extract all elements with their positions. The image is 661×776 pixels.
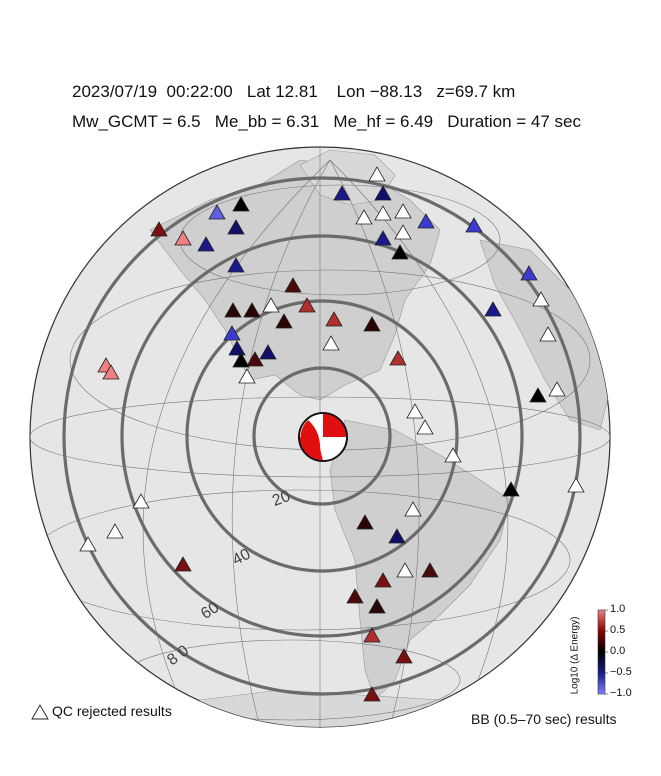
station-triangle xyxy=(227,219,245,235)
station-triangle xyxy=(174,556,192,572)
station-triangle xyxy=(259,344,277,360)
colorbar xyxy=(597,609,606,695)
colorbar-tick: 1.0 xyxy=(610,603,626,615)
station-triangle xyxy=(355,209,373,225)
station-triangle xyxy=(396,562,414,578)
station-triangle xyxy=(394,203,412,219)
station-triangle xyxy=(238,368,256,384)
station-triangle xyxy=(389,350,407,366)
ring-label-60: 60 xyxy=(198,599,222,623)
bb-results-label: BB (0.5–70 sec) results xyxy=(471,711,617,727)
station-triangle xyxy=(333,185,351,201)
station-triangle xyxy=(298,297,316,313)
station-triangle xyxy=(228,340,246,356)
station-triangle xyxy=(502,481,520,497)
station-triangle xyxy=(132,493,150,509)
ring-60 xyxy=(120,234,524,638)
station-triangle xyxy=(374,230,392,246)
station-triangle xyxy=(106,523,124,539)
station-triangle xyxy=(374,572,392,588)
distance-rings xyxy=(62,176,582,696)
station-triangle xyxy=(174,230,192,246)
station-triangle xyxy=(368,598,386,614)
station-triangle xyxy=(262,297,280,313)
station-triangle xyxy=(529,387,547,403)
station-triangle xyxy=(363,627,381,643)
station-triangle xyxy=(232,196,250,212)
colorbar-tick: −1.0 xyxy=(610,687,632,699)
station-triangle xyxy=(223,325,241,341)
station-triangle xyxy=(102,364,120,380)
qc-legend-triangle-icon xyxy=(31,704,49,720)
station-triangle xyxy=(416,419,434,435)
station-triangle xyxy=(363,686,381,702)
station-triangle xyxy=(548,381,566,397)
station-triangle xyxy=(284,277,302,293)
ring-80 xyxy=(62,176,582,696)
station-triangle xyxy=(356,514,374,530)
station-triangle xyxy=(246,351,264,367)
ring-40 xyxy=(185,299,459,573)
station-triangle xyxy=(363,316,381,332)
station-triangle xyxy=(421,562,439,578)
station-triangle xyxy=(539,326,557,342)
colorbar-tick: −0.5 xyxy=(610,666,632,678)
station-triangle xyxy=(391,244,409,260)
station-triangle xyxy=(444,447,462,463)
station-triangle xyxy=(275,313,293,329)
station-triangle xyxy=(374,185,392,201)
station-triangle xyxy=(388,528,406,544)
station-triangle xyxy=(465,217,483,233)
station-triangle xyxy=(394,224,412,240)
station-triangle xyxy=(368,166,386,182)
station-triangle xyxy=(532,291,550,307)
station-triangle xyxy=(232,352,250,368)
station-triangle xyxy=(325,311,343,327)
station-triangle xyxy=(404,501,422,517)
station-triangle xyxy=(197,236,215,252)
station-triangle xyxy=(243,302,261,318)
colorbar-tick: 0.0 xyxy=(610,645,626,657)
station-triangle xyxy=(227,257,245,273)
station-triangle xyxy=(395,648,413,664)
ring-label-40: 40 xyxy=(230,546,254,569)
station-triangle xyxy=(417,213,435,229)
station-triangle xyxy=(322,335,340,351)
station-triangle xyxy=(406,403,424,419)
station-triangle xyxy=(374,205,392,221)
station-triangle xyxy=(150,221,168,237)
station-triangle xyxy=(346,588,364,604)
colorbar-tick: 0.5 xyxy=(610,624,626,636)
colorbar-title: Log10 (Δ Energy) xyxy=(569,616,581,695)
station-triangle xyxy=(208,204,226,220)
station-triangle xyxy=(567,477,585,493)
station-triangle xyxy=(484,301,502,317)
beachball-focal-mechanism xyxy=(298,412,348,462)
station-triangle xyxy=(79,536,97,552)
ring-label-20: 20 xyxy=(270,488,293,510)
qc-legend-label: QC rejected results xyxy=(52,703,172,719)
station-triangle xyxy=(224,302,242,318)
station-markers xyxy=(79,166,585,702)
station-triangle xyxy=(520,265,538,281)
header-line-2: Mw_GCMT = 6.5 Me_bb = 6.31 Me_hf = 6.49 … xyxy=(72,112,582,131)
header-line-1: 2023/07/19 00:22:00 Lat 12.81 Lon −88.13… xyxy=(72,82,516,101)
ring-20 xyxy=(252,366,392,506)
